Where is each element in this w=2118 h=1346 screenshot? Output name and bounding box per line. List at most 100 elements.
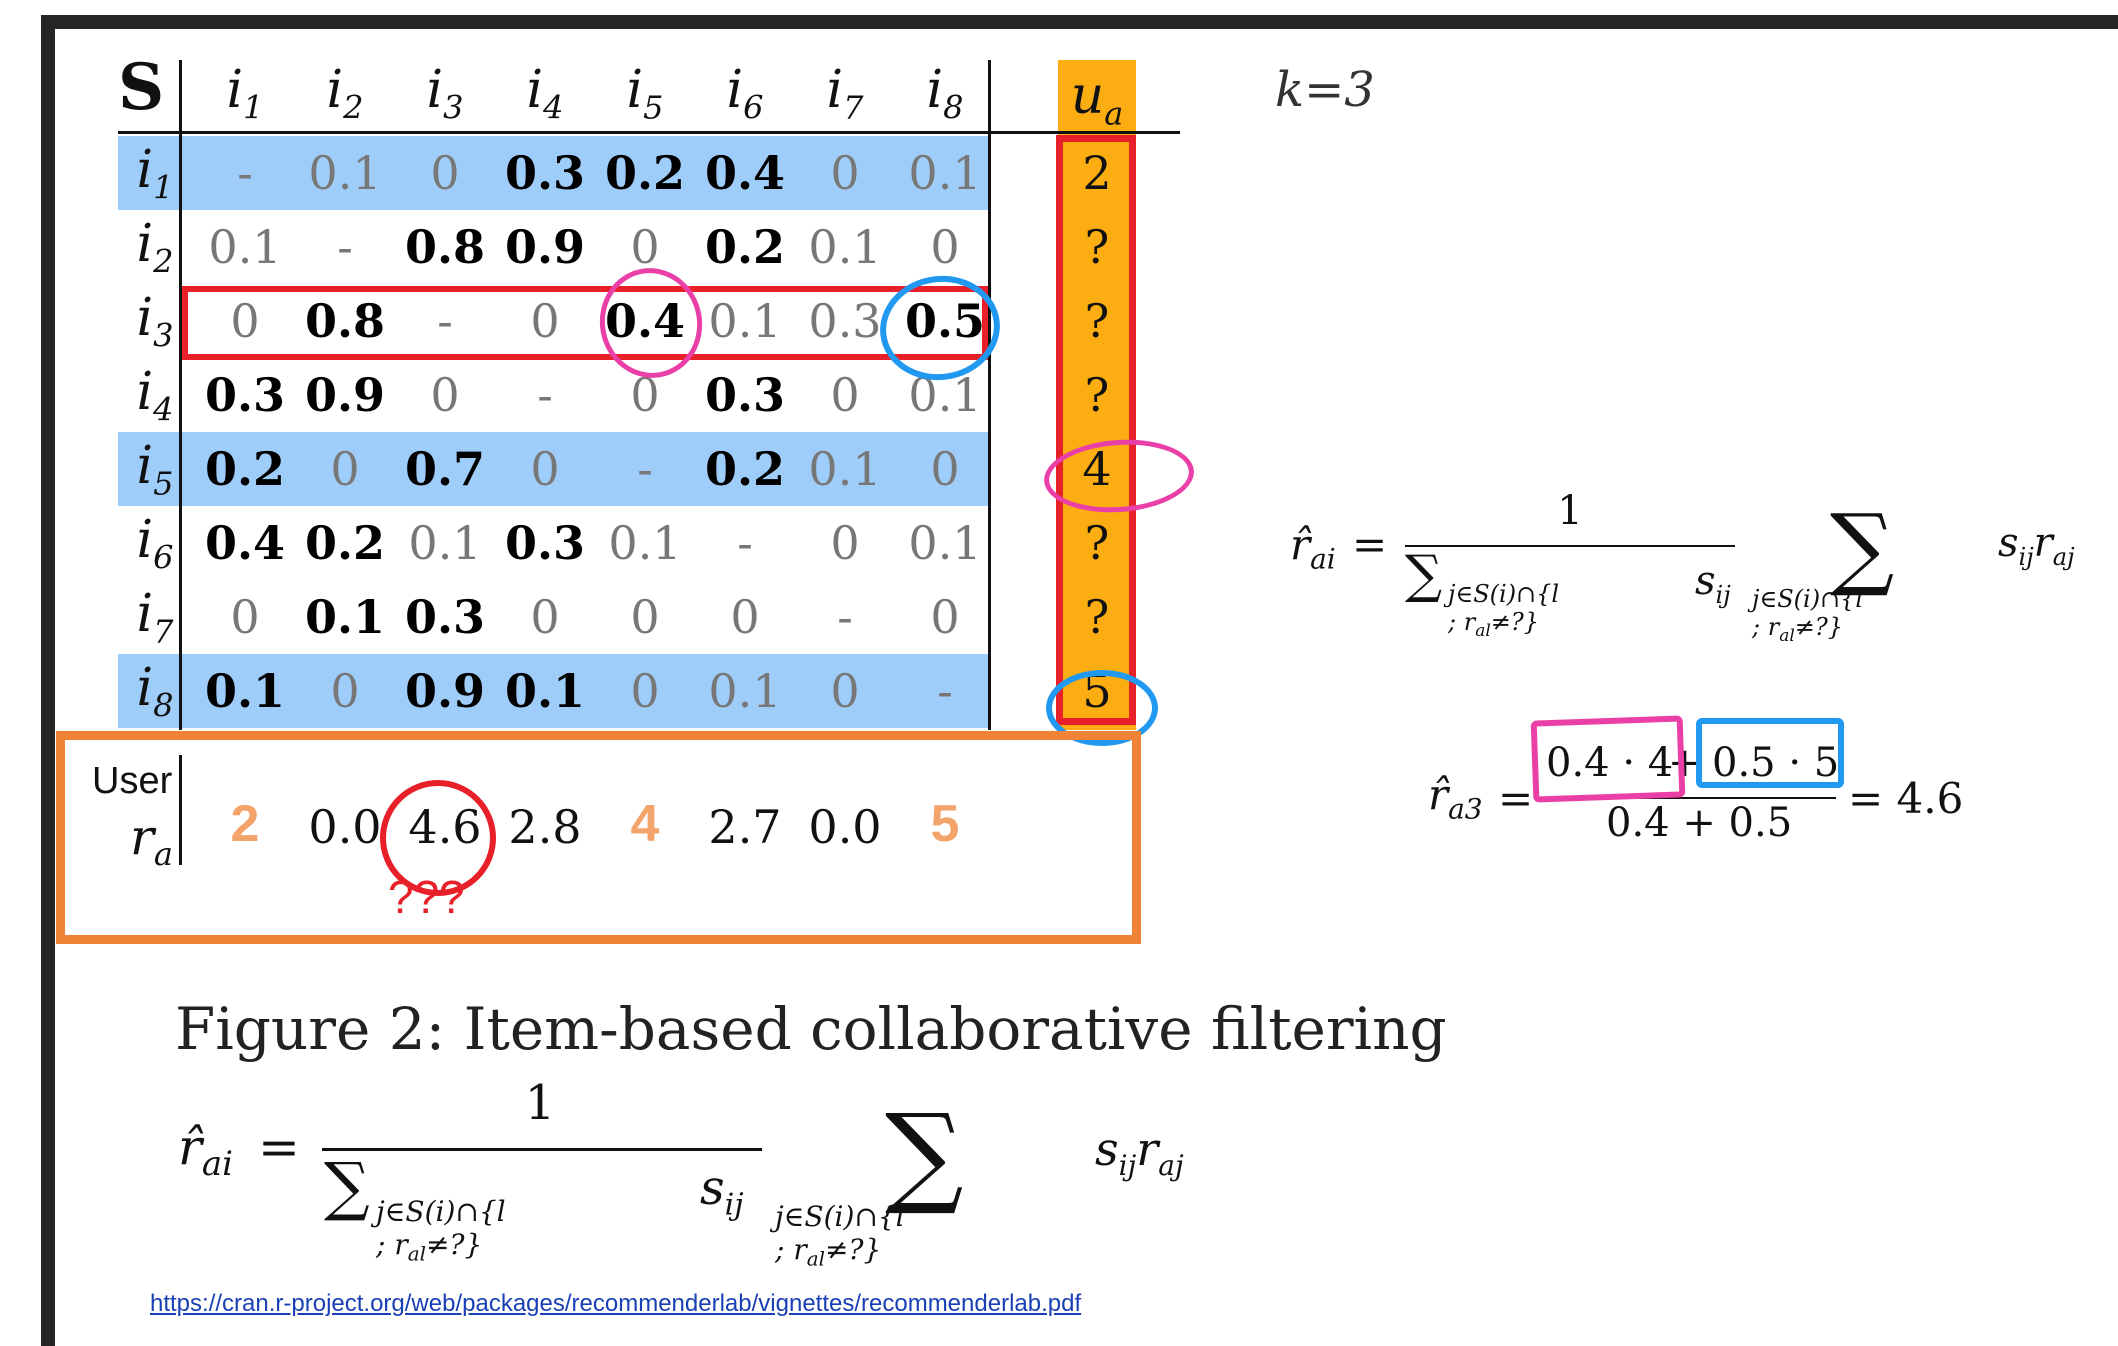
formula-right-numerator: 1: [1557, 488, 1583, 534]
example-plus: +: [1668, 740, 1702, 786]
table-cell: 0: [730, 590, 760, 644]
source-link[interactable]: https://cran.r-project.org/web/packages/…: [150, 1290, 1082, 1317]
ua-cell: 2: [1082, 146, 1112, 200]
table-row-i6: i6 0.4 0.2 0.1 0.3 0.1 - 0 0.1: [118, 506, 988, 580]
formula-right-lhs-sub: ai: [1310, 542, 1336, 576]
table-cell: 0.1: [304, 590, 386, 644]
formula-right-den-sum: ∑: [1405, 545, 1443, 605]
ua-column: [1058, 60, 1136, 730]
table-row-i7: i7 0 0.1 0.3 0 0 0 - 0: [118, 580, 988, 654]
table-cell: 0.1: [708, 664, 782, 718]
ua-cell: ?: [1084, 516, 1110, 570]
formula-den-s: sij: [700, 1160, 744, 1223]
pink-box-term-a: [1530, 715, 1686, 803]
table-cell: 0: [830, 516, 860, 570]
table-cell: 0.1: [408, 516, 482, 570]
formula-den-sum: ∑: [324, 1150, 370, 1224]
ua-cell: ?: [1084, 590, 1110, 644]
figure-caption: Figure 2: Item-based collaborative filte…: [175, 995, 1447, 1063]
table-cell: 0: [230, 294, 260, 348]
example-term-a: 0.4 · 4: [1546, 740, 1674, 786]
table-row-i8: i8 0.1 0 0.9 0.1 0 0.1 0 -: [118, 654, 988, 728]
similarity-matrix-label: S: [118, 50, 165, 125]
formula-right-lhs: r̂: [1290, 520, 1311, 569]
table-cell: 0.4: [204, 516, 286, 570]
table-cell: 0.1: [908, 368, 982, 422]
table-cell: 0.3: [204, 368, 286, 422]
formula-lhs: r̂: [178, 1118, 202, 1176]
table-cell: 0: [930, 590, 960, 644]
table-cell: 0.3: [808, 294, 882, 348]
table-cell: 0.8: [304, 294, 386, 348]
table-row-i5: i5 0.2 0 0.7 0-0.2 0.1 0: [118, 432, 988, 506]
formula-sum: ∑: [885, 1090, 964, 1218]
formula-right-fraction-bar: [1405, 545, 1735, 547]
ua-red-box: [1056, 135, 1136, 725]
user-row-box: [56, 731, 1141, 944]
table-cell: 0: [230, 590, 260, 644]
formula-right-eq: =: [1352, 520, 1388, 569]
table-cell: -: [437, 294, 453, 348]
table-cell: 0.1: [308, 146, 382, 200]
user-label: User: [92, 760, 173, 802]
blue-box-term-b: [1696, 718, 1844, 788]
table-cell: 0: [830, 146, 860, 200]
row-header-i4: i4: [136, 362, 174, 429]
table-cell: 0: [330, 664, 360, 718]
ra-label: ra: [130, 808, 173, 873]
table-cell: 0.5: [904, 294, 986, 348]
screenshot-frame-top: [41, 15, 2118, 29]
table-cell: 0.3: [404, 590, 486, 644]
formula-eq: =: [258, 1118, 300, 1176]
user-row-rule: [179, 755, 182, 865]
formula-term: sijraj: [1095, 1122, 1184, 1183]
table-cell: 0.3: [504, 146, 586, 200]
table-cell: 0.4: [604, 294, 686, 348]
user-known-rating: 2: [230, 795, 260, 853]
table-cell: 0.1: [608, 516, 682, 570]
formula-fraction-bar: [322, 1148, 762, 1151]
table-cell: -: [637, 442, 653, 496]
table-row-i1: i1 - 0.1 0 0.3 0.2 0.4 0 0.1: [118, 136, 988, 210]
table-cell: 0: [830, 664, 860, 718]
column-header-i5: i5: [626, 60, 664, 127]
table-cell: 0: [930, 220, 960, 274]
formula-sum-sub: j∈S(i)∩{l ; ral≠?}: [775, 1200, 905, 1271]
user-predicted-rating: 2.8: [508, 800, 582, 854]
example-denominator: 0.4 + 0.5: [1606, 800, 1793, 846]
table-cell: 0.2: [304, 516, 386, 570]
formula-right-den-s: sij: [1695, 558, 1731, 609]
table-cell: -: [737, 516, 753, 570]
example-result: = 4.6: [1848, 774, 1964, 823]
table-cell: 0.2: [604, 146, 686, 200]
table-cell: -: [237, 146, 253, 200]
table-cell: 0.9: [404, 664, 486, 718]
row-header-i1: i1: [136, 140, 174, 207]
ua-cell: ?: [1084, 294, 1110, 348]
table-cell: -: [337, 220, 353, 274]
example-eq: =: [1498, 774, 1534, 823]
table-cell: 0.4: [704, 146, 786, 200]
table-cell: 0.1: [808, 442, 882, 496]
table-cell: 0: [830, 368, 860, 422]
table-cell: 0: [630, 590, 660, 644]
table-cell: 0.1: [708, 294, 782, 348]
row-i3-red-box: [182, 286, 988, 360]
table-cell: 0: [930, 442, 960, 496]
table-cell: 0: [630, 664, 660, 718]
ua-cell: ?: [1084, 220, 1110, 274]
row-header-i3: i3: [136, 288, 174, 355]
table-cell: 0.2: [704, 220, 786, 274]
table-row-i4: i4 0.3 0.9 0 - 0 0.3 0 0.1: [118, 358, 988, 432]
table-cell: 0.7: [404, 442, 486, 496]
table-cell: 0.3: [704, 368, 786, 422]
table-cell: 0.2: [704, 442, 786, 496]
column-header-i2: i2: [326, 60, 364, 127]
formula-lhs-sub: ai: [201, 1144, 234, 1184]
user-known-rating: 5: [930, 795, 960, 853]
row-header-i2: i2: [136, 214, 174, 281]
column-header-i3: i3: [426, 60, 464, 127]
row-header-i7: i7: [136, 584, 174, 651]
user-predicted-rating: 0.0: [308, 800, 382, 854]
table-cell: 0.9: [504, 220, 586, 274]
